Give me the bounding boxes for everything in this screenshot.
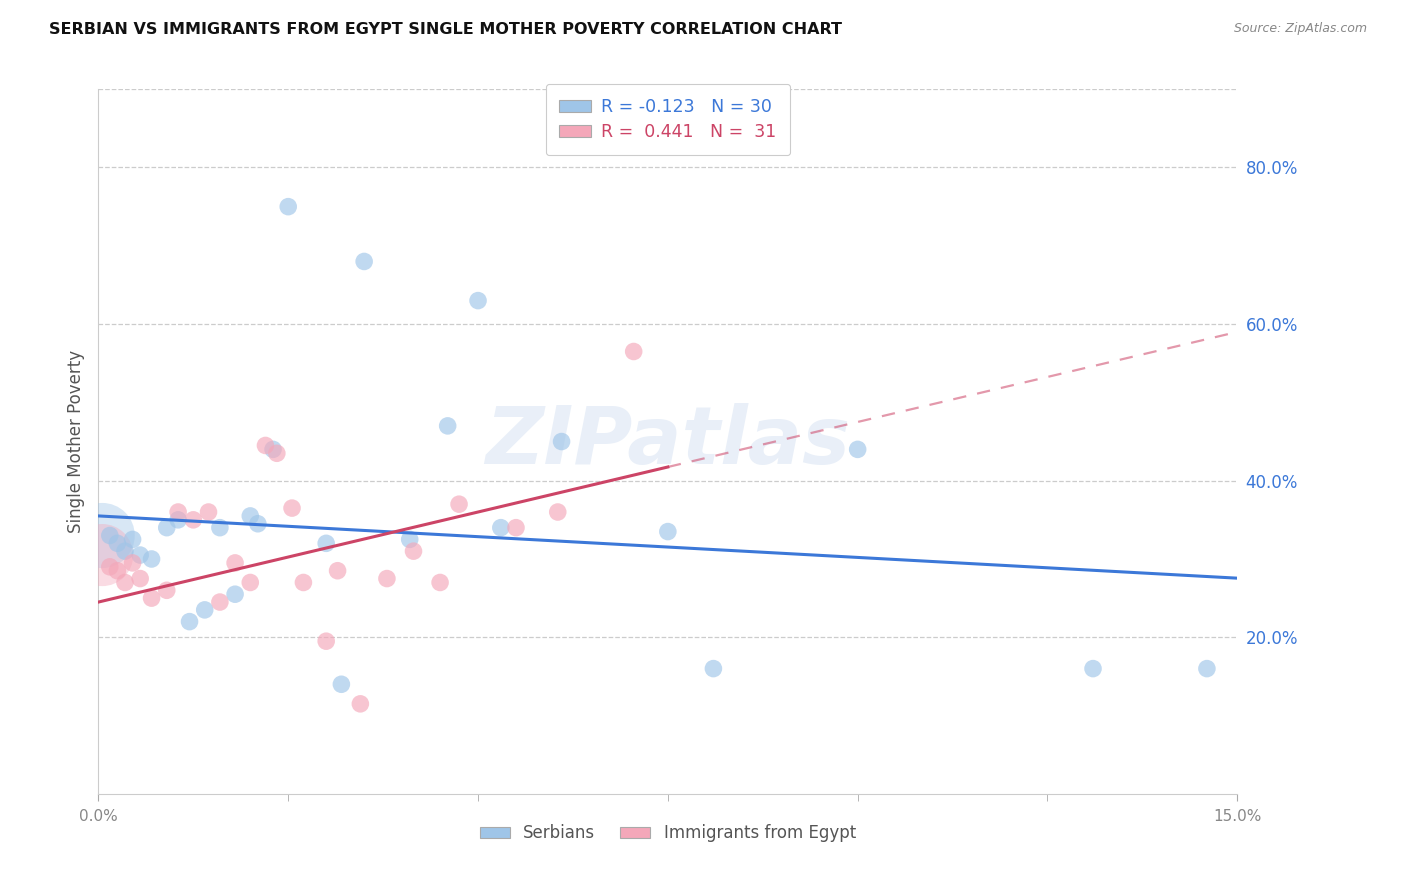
Point: [292, 575, 315, 590]
Point: [141, 552, 163, 566]
Text: SERBIAN VS IMMIGRANTS FROM EGYPT SINGLE MOTHER POVERTY CORRELATION CHART: SERBIAN VS IMMIGRANTS FROM EGYPT SINGLE …: [49, 22, 842, 37]
Point: [353, 254, 375, 268]
Point: [129, 572, 152, 586]
Point: [141, 591, 163, 606]
Point: [114, 544, 136, 558]
Point: [266, 446, 288, 460]
Point: [657, 524, 679, 539]
Point: [277, 200, 299, 214]
Point: [550, 434, 572, 449]
Point: [156, 583, 179, 598]
Point: [183, 513, 205, 527]
Point: [1195, 662, 1218, 676]
Point: [121, 556, 143, 570]
Point: [98, 559, 121, 574]
Point: [447, 497, 470, 511]
Point: [262, 442, 284, 457]
Point: [1081, 662, 1104, 676]
Y-axis label: Single Mother Poverty: Single Mother Poverty: [66, 350, 84, 533]
Point: [179, 615, 201, 629]
Point: [156, 521, 179, 535]
Point: [167, 513, 190, 527]
Point: [208, 521, 231, 535]
Point: [429, 575, 451, 590]
Point: [436, 418, 458, 433]
Point: [114, 575, 136, 590]
Point: [91, 548, 114, 562]
Point: [254, 438, 277, 452]
Point: [239, 508, 262, 523]
Point: [623, 344, 645, 359]
Point: [315, 634, 337, 648]
Point: [349, 697, 371, 711]
Text: ZIPatlas: ZIPatlas: [485, 402, 851, 481]
Point: [208, 595, 231, 609]
Point: [194, 603, 217, 617]
Point: [505, 521, 527, 535]
Legend: Serbians, Immigrants from Egypt: Serbians, Immigrants from Egypt: [474, 818, 862, 849]
Point: [167, 505, 190, 519]
Point: [98, 528, 121, 542]
Point: [489, 521, 512, 535]
Point: [326, 564, 349, 578]
Point: [398, 533, 420, 547]
Point: [197, 505, 219, 519]
Point: [547, 505, 569, 519]
Point: [375, 572, 398, 586]
Point: [246, 516, 269, 531]
Point: [702, 662, 724, 676]
Point: [224, 556, 246, 570]
Point: [91, 528, 114, 542]
Point: [129, 548, 152, 562]
Point: [107, 536, 129, 550]
Point: [315, 536, 337, 550]
Point: [467, 293, 489, 308]
Point: [107, 564, 129, 578]
Point: [846, 442, 869, 457]
Text: Source: ZipAtlas.com: Source: ZipAtlas.com: [1233, 22, 1367, 36]
Point: [330, 677, 353, 691]
Point: [402, 544, 425, 558]
Point: [281, 501, 304, 516]
Point: [239, 575, 262, 590]
Point: [224, 587, 246, 601]
Point: [121, 533, 143, 547]
